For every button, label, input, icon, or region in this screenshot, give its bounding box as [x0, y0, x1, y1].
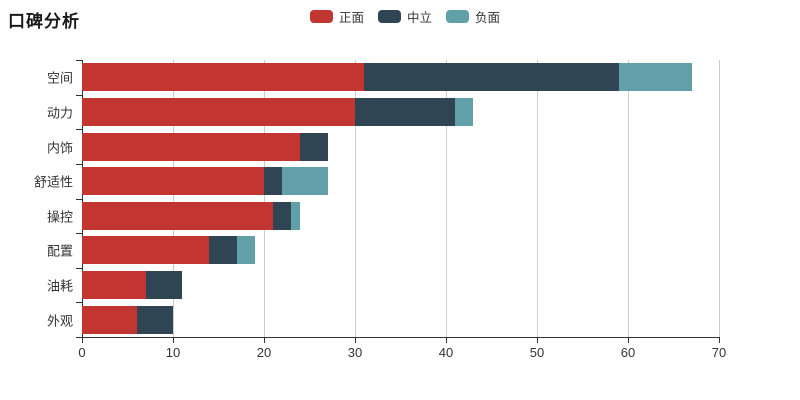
- bar-row-2: [82, 97, 719, 126]
- x-axis-label-60: 60: [620, 345, 636, 360]
- gridline-x-20: [264, 60, 265, 337]
- category-label-2: 动力: [46, 105, 73, 121]
- category-label-6: 配置: [46, 243, 73, 259]
- bar-segment-neutral[interactable]: [136, 305, 173, 334]
- bar-segment-negative[interactable]: [618, 63, 692, 92]
- gridline-x-30: [355, 60, 356, 337]
- legend-swatch-positive: [310, 10, 333, 23]
- x-axis-tick-60: [628, 338, 629, 343]
- bar-row-7: [82, 271, 719, 300]
- gridline-x-70: [719, 60, 720, 337]
- x-axis-tick-70: [719, 338, 720, 343]
- legend-label-positive: 正面: [339, 11, 365, 25]
- legend: 正面 中立 负面: [310, 7, 500, 26]
- bar-segment-positive[interactable]: [82, 201, 274, 230]
- legend-item-positive[interactable]: 正面: [310, 7, 364, 26]
- bar-segment-positive[interactable]: [82, 236, 210, 265]
- gridline-x-60: [628, 60, 629, 337]
- category-label-8: 外观: [46, 313, 73, 329]
- legend-item-negative[interactable]: 负面: [446, 7, 500, 26]
- bar-segment-neutral[interactable]: [364, 63, 619, 92]
- x-axis-label-10: 10: [165, 345, 181, 360]
- y-axis-tick: [76, 198, 82, 200]
- bar-segment-positive[interactable]: [82, 132, 301, 161]
- plot-area: 空间动力内饰舒适性操控配置油耗外观: [34, 60, 720, 338]
- legend-swatch-negative: [446, 10, 470, 23]
- bar-segment-negative[interactable]: [455, 97, 474, 126]
- y-axis-tick: [76, 337, 82, 338]
- category-label-3: 内饰: [46, 140, 73, 156]
- x-axis: 0 10 20 30 40 50 60 70: [78, 337, 726, 367]
- y-axis-tick: [76, 129, 82, 131]
- x-axis-label-20: 20: [256, 345, 272, 360]
- y-axis-tick: [76, 267, 82, 269]
- y-axis-tick: [76, 233, 82, 235]
- y-axis-tick: [76, 163, 82, 165]
- x-axis-tick-10: [173, 338, 174, 343]
- bar-segment-positive[interactable]: [82, 167, 264, 196]
- x-axis-tick-40: [446, 338, 447, 343]
- gridline-x-50: [537, 60, 538, 337]
- y-axis-tick: [76, 302, 82, 304]
- y-axis-line: [82, 60, 83, 337]
- bar-segment-neutral[interactable]: [264, 167, 283, 196]
- bar-segment-negative[interactable]: [282, 167, 328, 196]
- bar-row-3: [82, 132, 719, 161]
- chart-title: 口碑分析: [8, 12, 80, 31]
- legend-swatch-neutral: [378, 10, 402, 23]
- x-axis-tick-30: [355, 338, 356, 343]
- x-axis-label-70: 70: [711, 345, 727, 360]
- x-axis-tick-20: [264, 338, 265, 343]
- legend-label-negative: 负面: [475, 11, 501, 25]
- bar-segment-neutral[interactable]: [355, 97, 456, 126]
- bar-segment-positive[interactable]: [82, 271, 146, 300]
- bar-segment-positive[interactable]: [82, 63, 365, 92]
- bar-row-1: [82, 63, 719, 92]
- x-axis-line: [81, 337, 720, 338]
- bar-segment-neutral[interactable]: [273, 201, 292, 230]
- category-label-5: 操控: [46, 209, 73, 225]
- x-axis-label-50: 50: [529, 345, 545, 360]
- bar-segment-negative[interactable]: [291, 201, 301, 230]
- legend-item-neutral[interactable]: 中立: [378, 7, 432, 26]
- y-axis-tick: [76, 60, 82, 61]
- x-axis-label-40: 40: [438, 345, 454, 360]
- category-label-1: 空间: [46, 70, 73, 86]
- bar-segment-positive[interactable]: [82, 305, 137, 334]
- gridline-x-10: [173, 60, 174, 337]
- bar-segment-neutral[interactable]: [209, 236, 237, 265]
- x-axis-tick-50: [537, 338, 538, 343]
- x-axis-label-0: 0: [78, 345, 86, 360]
- x-axis-tick-0: [82, 338, 83, 343]
- bar-segment-negative[interactable]: [236, 236, 255, 265]
- category-label-4: 舒适性: [33, 174, 73, 190]
- bar-segment-neutral[interactable]: [300, 132, 328, 161]
- bar-segment-positive[interactable]: [82, 97, 355, 126]
- bar-row-4: [82, 167, 719, 196]
- category-label-7: 油耗: [46, 278, 73, 294]
- bar-segment-neutral[interactable]: [145, 271, 183, 300]
- bar-row-5: [82, 201, 719, 230]
- gridline-x-40: [446, 60, 447, 337]
- legend-label-neutral: 中立: [407, 11, 433, 25]
- x-axis-label-30: 30: [347, 345, 363, 360]
- bar-row-6: [82, 236, 719, 265]
- y-axis-tick: [76, 94, 82, 96]
- bar-row-8: [82, 305, 719, 334]
